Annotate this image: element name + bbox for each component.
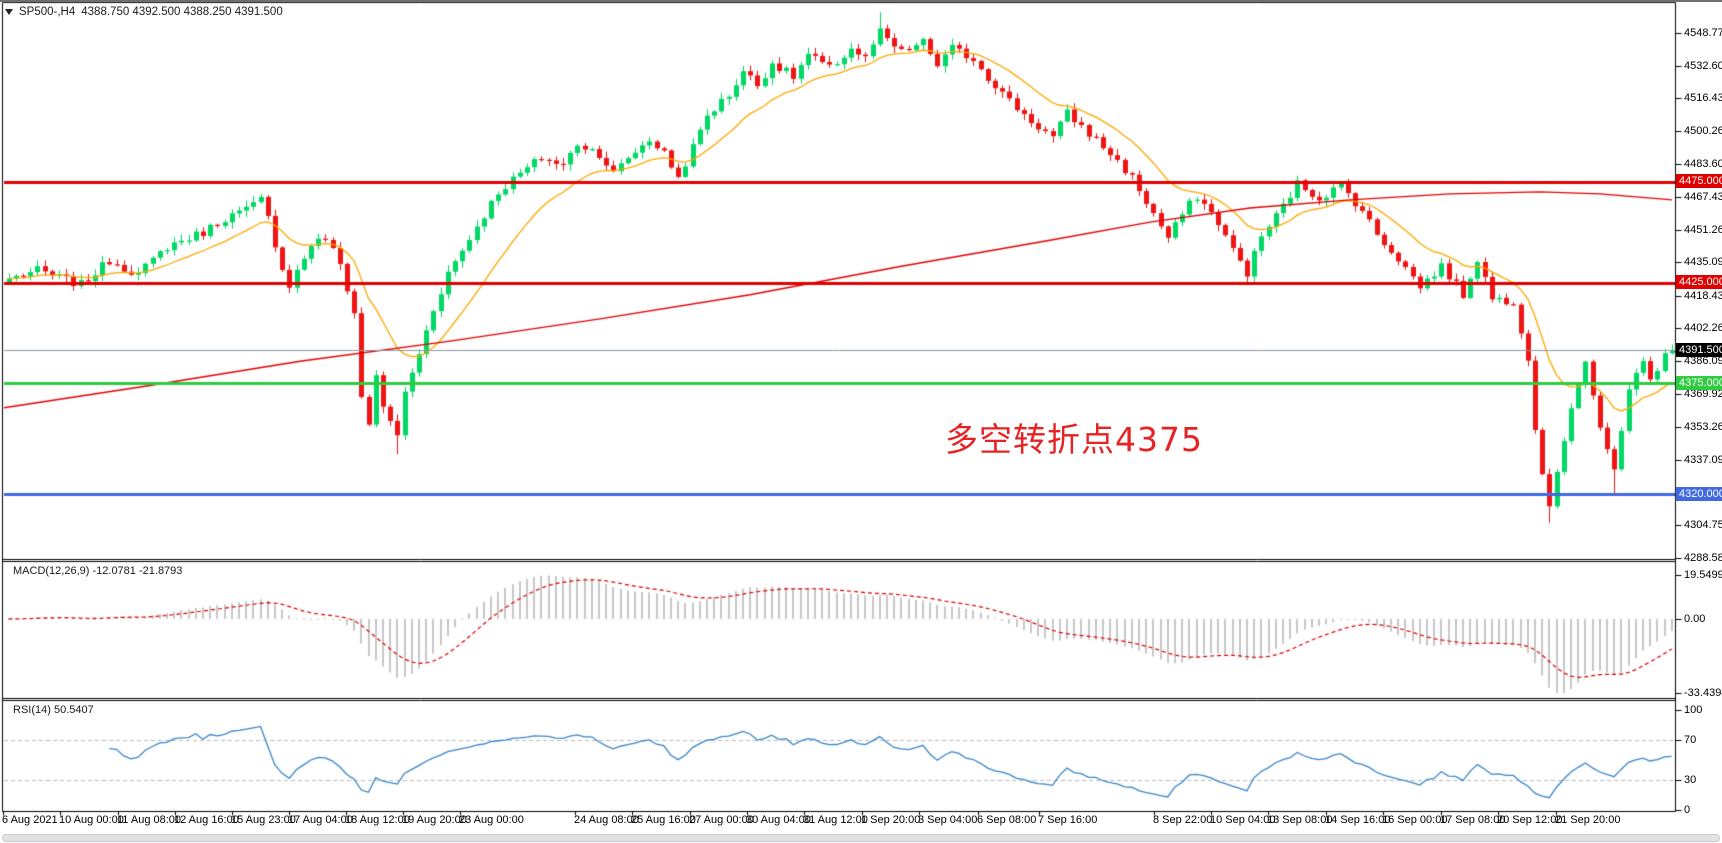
price-tick-label: 4516.430: [1684, 92, 1722, 105]
price-tick-label: 4500.260: [1684, 124, 1722, 137]
level-price-label: 4425.000: [1676, 275, 1722, 290]
date-label: 24 Aug 08:00: [574, 814, 639, 826]
date-label: 11 Aug 08:00: [117, 814, 182, 826]
price-tick-label: 4386.090: [1684, 355, 1722, 368]
macd-indicator-label: MACD(12,26,9) -12.0781 -21.8793: [13, 565, 182, 577]
date-label: 27 Aug 00:00: [689, 814, 754, 826]
macd-signal-value: -21.8793: [138, 565, 183, 577]
macd-name: MACD(12,26,9): [13, 565, 90, 577]
window-top-border: [0, 0, 1722, 2]
date-label: 17 Aug 04:00: [288, 814, 353, 826]
macd-tick-label: -33.4394: [1684, 687, 1722, 700]
symbol-ohlc-values: 4388.750 4392.500 4388.250 4391.500: [81, 6, 283, 18]
level-price-label: 4375.000: [1676, 375, 1722, 390]
price-tick-label: 4532.600: [1684, 59, 1722, 72]
date-label: 21 Sep 20:00: [1555, 814, 1621, 826]
date-label: 12 Aug 16:00: [174, 814, 239, 826]
current-price-label: 4391.500: [1676, 342, 1722, 357]
date-label: 18 Aug 12:00: [345, 814, 410, 826]
date-label: 10 Sep 04:00: [1210, 814, 1276, 826]
date-label: 14 Sep 16:00: [1325, 814, 1391, 826]
rsi-name: RSI(14): [13, 704, 51, 716]
price-tick-label: 4402.260: [1684, 322, 1722, 335]
symbol-info-bar: SP500-,H4 4388.750 4392.500 4388.250 439…: [5, 6, 283, 18]
date-label: 7 Sep 16:00: [1038, 814, 1098, 826]
symbol-dropdown-icon[interactable]: [5, 9, 13, 15]
date-label: 8 Sep 22:00: [1153, 814, 1213, 826]
date-label: 6 Sep 08:00: [977, 814, 1037, 826]
price-tick-label: 4288.580: [1684, 551, 1722, 564]
date-label: 25 Aug 16:00: [631, 814, 696, 826]
symbol-period-label: SP500-,H4: [19, 6, 76, 18]
level-price-label: 4475.000: [1676, 174, 1722, 189]
date-label: 20 Sep 12:00: [1497, 814, 1563, 826]
rsi-indicator-label: RSI(14) 50.5407: [13, 704, 94, 716]
date-label: 15 Aug 23:00: [231, 814, 296, 826]
rsi-tick-label: 30: [1684, 774, 1697, 786]
price-tick-label: 4304.750: [1684, 519, 1722, 532]
macd-tick-label: 19.5499: [1684, 569, 1722, 582]
date-label: 6 Aug 2021: [2, 814, 58, 826]
price-tick-label: 4353.260: [1684, 421, 1722, 434]
rsi-value: 50.5407: [53, 704, 94, 716]
price-tick-label: 4451.260: [1684, 223, 1722, 236]
date-label: 3 Sep 04:00: [918, 814, 978, 826]
date-label: 13 Sep 08:00: [1267, 814, 1333, 826]
date-label: 1 Sep 20:00: [861, 814, 921, 826]
rsi-tick-label: 0: [1684, 804, 1691, 816]
rsi-tick-label: 70: [1684, 734, 1697, 746]
date-label: 17 Sep 08:00: [1440, 814, 1506, 826]
price-tick-label: 4548.770: [1684, 26, 1722, 39]
level-price-label: 4320.000: [1676, 486, 1722, 501]
price-tick-label: 4435.090: [1684, 256, 1722, 269]
price-tick-label: 4337.090: [1684, 453, 1722, 466]
horizontal-scrollbar[interactable]: [2, 834, 1720, 842]
date-label: 23 Aug 00:00: [459, 814, 524, 826]
price-tick-label: 4418.430: [1684, 289, 1722, 302]
date-label: 19 Aug 20:00: [402, 814, 467, 826]
date-label: 30 Aug 04:00: [746, 814, 811, 826]
price-tick-label: 4467.430: [1684, 191, 1722, 203]
macd-tick-label: 0.00: [1684, 612, 1706, 625]
price-tick-label: 4369.920: [1684, 387, 1722, 400]
macd-value: -12.0781: [92, 565, 136, 577]
date-label: 31 Aug 12:00: [803, 814, 868, 826]
chart-text-annotation: 多空转折点4375: [945, 420, 1203, 459]
price-tick-label: 4483.600: [1684, 158, 1722, 171]
date-label: 10 Aug 00:00: [59, 814, 124, 826]
date-label: 16 Sep 00:00: [1382, 814, 1448, 826]
rsi-tick-label: 100: [1684, 704, 1703, 716]
